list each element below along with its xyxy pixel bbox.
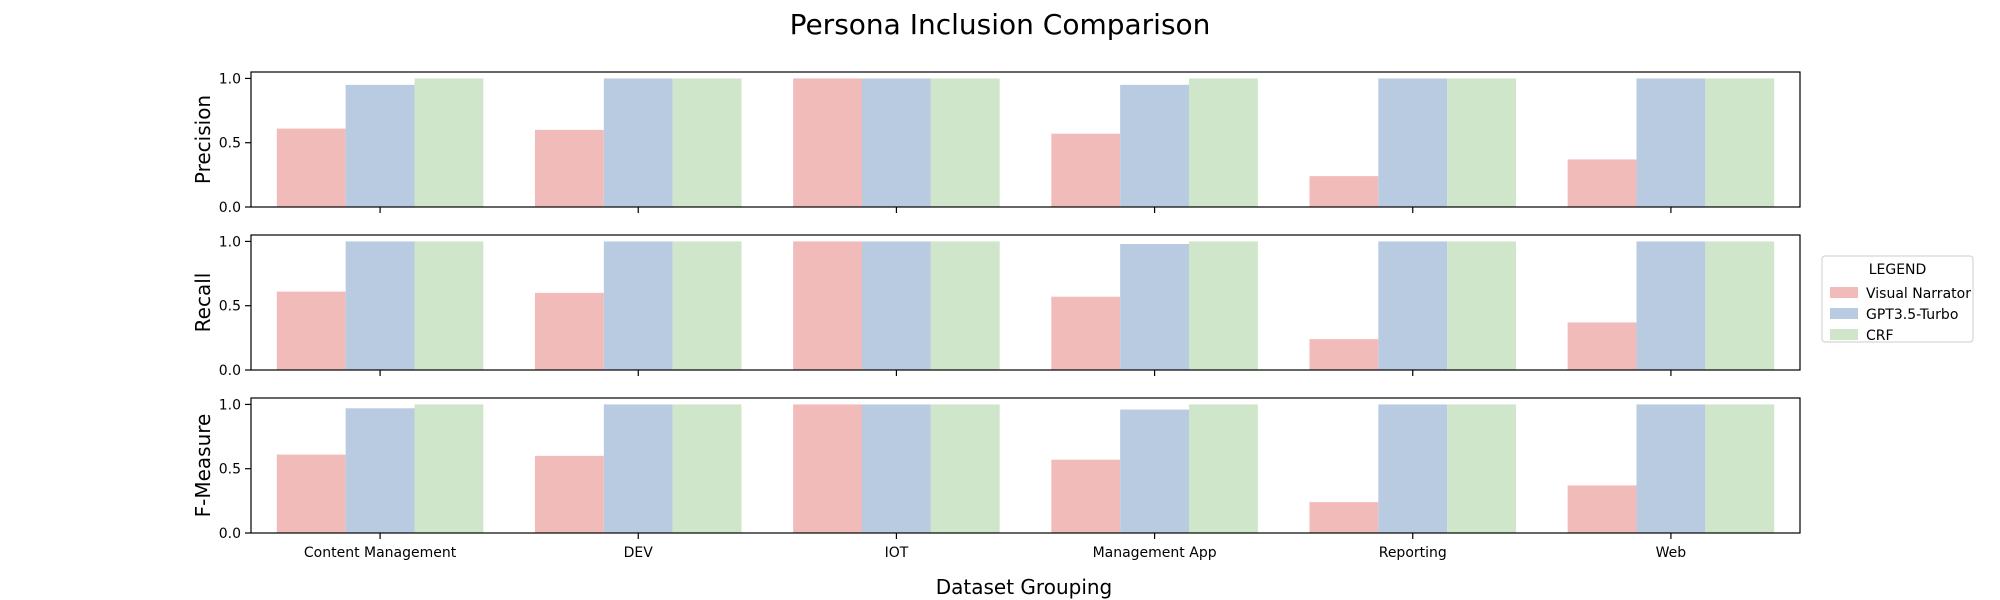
bar-crf-iot — [930, 404, 1000, 533]
bar-visual-narrator-management-app — [1051, 459, 1121, 533]
bar-crf-web — [1705, 241, 1775, 370]
legend-swatch — [1830, 287, 1858, 298]
y-axis-label: Precision — [191, 95, 215, 184]
bar-crf-dev — [672, 78, 742, 208]
panel-frame — [250, 397, 1801, 534]
bar-visual-narrator-iot — [793, 404, 862, 533]
bar-crf-web — [1705, 404, 1775, 533]
y-tick-label: 1.0 — [219, 234, 241, 250]
bar-crf-content-management — [414, 241, 484, 370]
x-tick-label: IOT — [885, 545, 909, 561]
bar-gpt3-5-turbo-reporting — [1378, 404, 1448, 533]
panel-f-measure: 0.0 0.5 1.0 Content Management DEV IOT Managem… — [191, 397, 1801, 561]
bar-crf-reporting — [1447, 241, 1517, 370]
bar-gpt3-5-turbo-iot — [861, 78, 931, 208]
bar-crf-content-management — [414, 404, 484, 533]
bar-gpt3-5-turbo-dev — [603, 404, 673, 533]
x-tick-label: Management App — [1093, 545, 1217, 561]
bar-visual-narrator-reporting — [1309, 502, 1379, 533]
bar-crf-content-management — [414, 78, 484, 208]
y-tick-label: 0.5 — [219, 299, 241, 315]
bar-gpt3-5-turbo-reporting — [1378, 241, 1448, 370]
panel-recall: 0.0 0.5 1.0 Recall — [191, 234, 1801, 379]
bar-crf-iot — [930, 241, 1000, 370]
legend-frame — [1821, 255, 1974, 343]
bar-gpt3-5-turbo-content-management — [345, 241, 415, 370]
y-tick-label: 0.5 — [219, 462, 241, 478]
bar-crf-dev — [672, 404, 742, 533]
y-tick-label: 0.5 — [219, 136, 241, 152]
bar-crf-web — [1705, 78, 1775, 208]
legend-entry: CRF — [1866, 328, 1894, 344]
chart-title: Persona Inclusion Comparison — [790, 8, 1211, 41]
bar-visual-narrator-dev — [534, 455, 604, 533]
bar-gpt3-5-turbo-management-app — [1120, 244, 1189, 370]
bar-gpt3-5-turbo-content-management — [345, 408, 415, 533]
panels: 0.00.51.0Precision0.00.51.0Recall0.00.51… — [191, 71, 1801, 561]
bar-gpt3-5-turbo-dev — [603, 241, 673, 370]
bar-crf-dev — [672, 241, 742, 370]
bar-visual-narrator-management-app — [1051, 133, 1121, 207]
panel-frame — [250, 71, 1801, 208]
bar-crf-reporting — [1447, 404, 1517, 533]
legend: LEGEND Visual Narrator GPT3.5-Turbo CRF — [1821, 255, 1974, 344]
bar-visual-narrator-iot — [793, 241, 862, 370]
bar-visual-narrator-management-app — [1051, 296, 1121, 370]
bar-gpt3-5-turbo-management-app — [1120, 409, 1189, 533]
legend-swatch — [1830, 329, 1858, 340]
bar-gpt3-5-turbo-management-app — [1120, 84, 1189, 207]
bar-crf-management-app — [1189, 241, 1258, 370]
bar-visual-narrator-dev — [534, 129, 604, 207]
legend-swatch — [1830, 308, 1858, 319]
bar-visual-narrator-web — [1567, 159, 1637, 207]
x-axis-label: Dataset Grouping — [936, 575, 1113, 599]
bar-gpt3-5-turbo-web — [1636, 404, 1706, 533]
bar-crf-iot — [930, 78, 1000, 208]
bar-gpt3-5-turbo-web — [1636, 241, 1706, 370]
legend-entry: GPT3.5-Turbo — [1866, 307, 1958, 323]
bar-visual-narrator-content-management — [276, 128, 346, 207]
bar-visual-narrator-reporting — [1309, 176, 1379, 207]
bar-visual-narrator-web — [1567, 485, 1637, 533]
panel-frame — [250, 234, 1801, 371]
bar-crf-management-app — [1189, 404, 1258, 533]
bar-visual-narrator-web — [1567, 322, 1637, 370]
bar-visual-narrator-content-management — [276, 291, 346, 370]
bar-gpt3-5-turbo-web — [1636, 78, 1706, 208]
legend-entry: Visual Narrator — [1866, 286, 1971, 302]
legend-title: LEGEND — [1869, 262, 1927, 278]
y-tick-label: 0.0 — [219, 200, 241, 216]
x-tick-label: Web — [1656, 545, 1687, 561]
y-axis-label: F-Measure — [191, 414, 215, 518]
x-tick-label: Content Management — [304, 545, 457, 561]
bar-visual-narrator-content-management — [276, 454, 346, 533]
bar-gpt3-5-turbo-iot — [861, 241, 931, 370]
bar-visual-narrator-dev — [534, 292, 604, 370]
bar-visual-narrator-iot — [793, 78, 862, 208]
bar-visual-narrator-reporting — [1309, 339, 1379, 370]
y-tick-label: 1.0 — [219, 71, 241, 87]
y-tick-label: 0.0 — [219, 363, 241, 379]
bar-gpt3-5-turbo-reporting — [1378, 78, 1448, 208]
x-tick-label: DEV — [624, 545, 654, 561]
y-tick-label: 1.0 — [219, 397, 241, 413]
bar-gpt3-5-turbo-dev — [603, 78, 673, 208]
y-axis-label: Recall — [191, 273, 215, 333]
bar-gpt3-5-turbo-content-management — [345, 84, 415, 207]
bar-crf-reporting — [1447, 78, 1517, 208]
x-tick-label: Reporting — [1379, 545, 1447, 561]
y-tick-label: 0.0 — [219, 526, 241, 542]
bar-gpt3-5-turbo-iot — [861, 404, 931, 533]
bar-crf-management-app — [1189, 78, 1258, 208]
